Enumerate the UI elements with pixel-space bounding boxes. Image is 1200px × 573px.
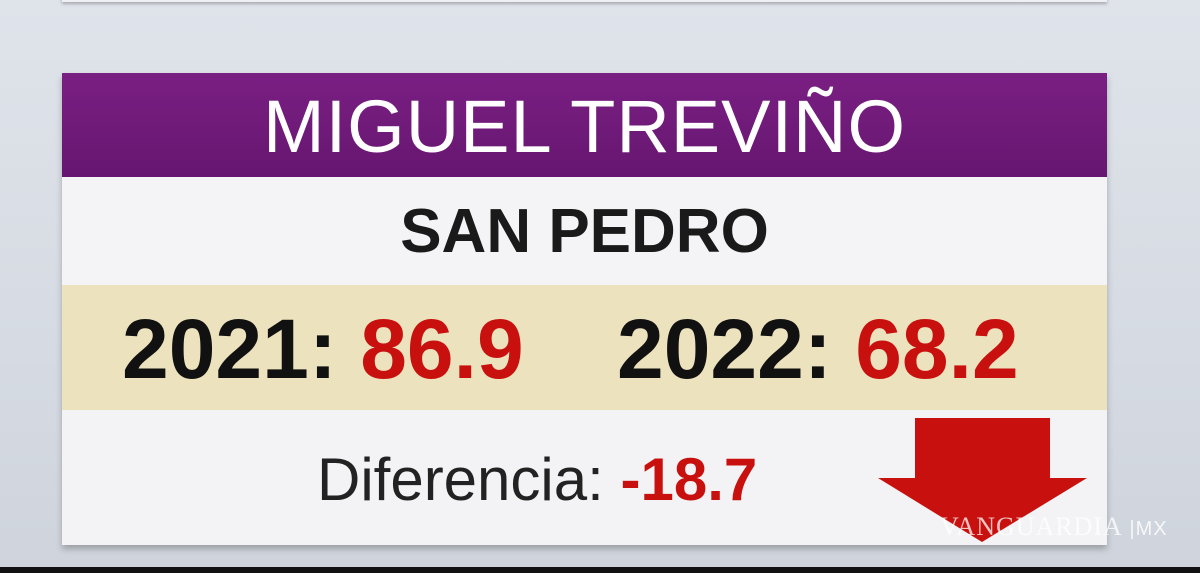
year-label: 2021: <box>122 302 337 396</box>
difference-label: Diferencia: <box>317 446 604 513</box>
bottom-bar <box>0 567 1200 573</box>
score-2022: 2022: 68.2 <box>617 285 1019 413</box>
politician-name: MIGUEL TREVIÑO <box>62 73 1107 177</box>
difference-value: -18.7 <box>620 446 758 513</box>
score-2021: 2021: 86.9 <box>122 285 524 413</box>
previous-card-edge <box>62 0 1107 2</box>
municipality-label: SAN PEDRO <box>62 177 1107 285</box>
score-value: 86.9 <box>360 302 524 396</box>
year-label: 2022: <box>617 302 832 396</box>
difference-row: Diferencia: -18.7 <box>62 410 1107 545</box>
down-arrow-icon <box>878 418 1087 542</box>
score-value: 68.2 <box>855 302 1019 396</box>
politician-card: MIGUEL TREVIÑO SAN PEDRO 2021: 86.9 2022… <box>62 73 1107 545</box>
watermark-logo: VANGUARDIA |MX <box>940 512 1168 541</box>
year-scores-band: 2021: 86.9 2022: 68.2 <box>62 285 1107 410</box>
